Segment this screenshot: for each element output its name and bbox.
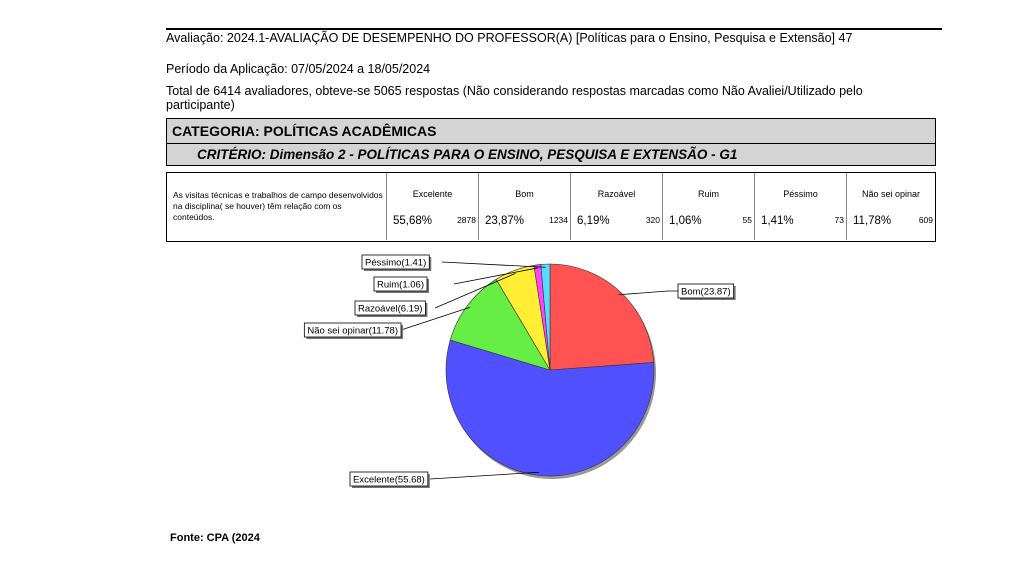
pie-slice: [449, 278, 551, 371]
source-note: Fonte: CPA (2024: [170, 532, 260, 544]
col-percent: 6,19%: [577, 215, 610, 227]
col-label: Ruim: [697, 189, 719, 199]
col-label: Excelente: [412, 189, 453, 199]
slice-label: Ruim(1.06): [377, 280, 424, 291]
col-ruim: Ruim 1,06% 55: [662, 173, 754, 240]
pie-slice: [540, 263, 551, 371]
slice-label: Razoável(6.19): [358, 304, 422, 315]
col-count: 2878: [457, 215, 476, 225]
col-percent: 23,87%: [485, 215, 525, 227]
slice-label-box: [361, 254, 430, 270]
slice-label-box: [677, 283, 735, 299]
slice-label: Bom(23.87): [681, 287, 731, 298]
col-nao-sei-opinar: Não sei opinar 11,78% 609: [846, 173, 935, 240]
col-count: 609: [918, 215, 933, 225]
col-percent: 55,68%: [393, 215, 433, 227]
col-pessimo: Péssimo 1,41% 73: [754, 173, 846, 240]
col-label: Bom: [515, 189, 534, 199]
pie-slice: [549, 263, 655, 371]
leader-line: [429, 471, 540, 480]
col-label: Não sei opinar: [861, 189, 921, 199]
col-label: Péssimo: [783, 189, 818, 199]
col-label: Razoável: [597, 189, 636, 199]
col-bom: Bom 23,87% 1234: [478, 173, 570, 240]
application-period: Período da Aplicação: 07/05/2024 a 18/05…: [166, 62, 431, 76]
leader-line: [441, 261, 546, 268]
top-rule: [166, 28, 942, 30]
slice-label: Péssimo(1.41): [365, 258, 426, 269]
col-percent: 1,41%: [761, 215, 794, 227]
leader-line: [618, 290, 678, 296]
evaluation-title: Avaliação: 2024.1-AVALIAÇÃO DE DESEMPENH…: [166, 31, 853, 45]
col-count: 73: [834, 215, 844, 225]
leader-line: [400, 306, 471, 331]
col-count: 320: [645, 215, 660, 225]
slice-label-box: [303, 322, 402, 338]
question-text: As visitas técnicas e trabalhos de campo…: [173, 190, 383, 222]
category-heading: CATEGORIA: POLÍTICAS ACADÊMICAS: [166, 118, 936, 144]
col-excelente: Excelente 55,68% 2878: [386, 173, 478, 240]
slice-label: Excelente(55.68): [353, 475, 425, 486]
results-table: As visitas técnicas e trabalhos de campo…: [166, 172, 936, 242]
criterion-heading: CRITÉRIO: Dimensão 2 - POLÍTICAS PARA O …: [166, 144, 936, 166]
slice-label-box: [349, 471, 429, 487]
col-count: 55: [742, 215, 752, 225]
col-percent: 1,06%: [669, 215, 702, 227]
slice-label-box: [373, 276, 428, 292]
col-percent: 11,78%: [853, 215, 892, 227]
col-count: 1234: [549, 215, 568, 225]
pie-slice: [445, 339, 655, 477]
leader-line: [453, 267, 538, 285]
leader-line: [434, 273, 516, 309]
col-razoavel: Razoável 6,19% 320: [570, 173, 662, 240]
slice-label: Não sei opinar(11.78): [307, 326, 398, 337]
slice-label-box: [354, 300, 426, 316]
total-respondents: Total de 6414 avaliadores, obteve-se 506…: [166, 84, 863, 112]
